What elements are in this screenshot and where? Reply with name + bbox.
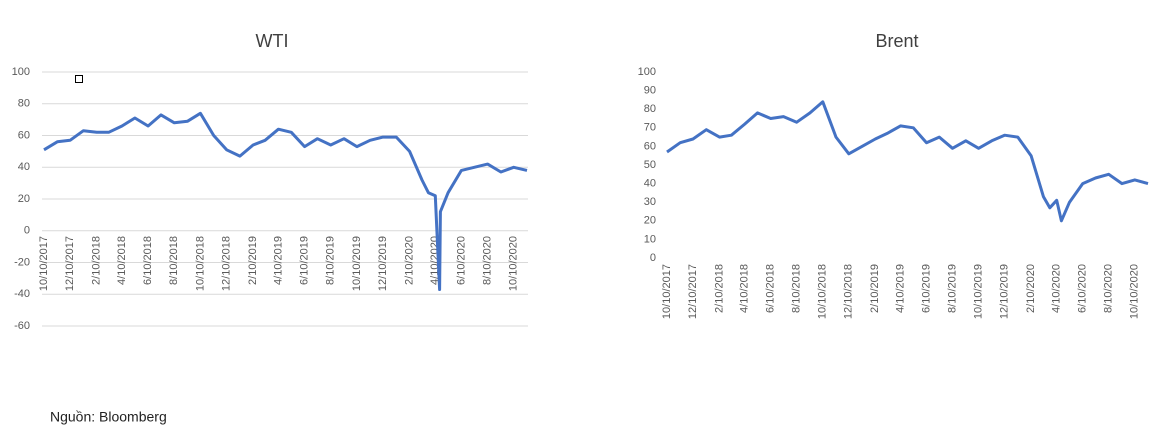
x-tick-label: 6/10/2019 [298, 236, 310, 285]
x-tick-label: 8/10/2020 [1103, 264, 1115, 313]
y-tick-label: 100 [12, 66, 30, 78]
y-tick-label: -60 [14, 320, 30, 332]
x-tick-label: 8/10/2018 [791, 264, 803, 313]
x-tick-label: 12/10/2017 [64, 236, 76, 291]
x-tick-label: 10/10/2018 [194, 236, 206, 291]
y-tick-label: 60 [644, 140, 656, 152]
x-tick-label: 4/10/2018 [739, 264, 751, 313]
x-tick-label: 2/10/2020 [403, 236, 415, 285]
y-tick-label: 10 [644, 233, 656, 245]
y-tick-label: 20 [644, 215, 656, 227]
source-note: Nguồn: Bloomberg [50, 409, 167, 425]
x-tick-label: 10/10/2020 [508, 236, 520, 291]
x-tick-label: 12/10/2017 [687, 264, 699, 319]
y-tick-label: 100 [638, 66, 656, 78]
x-tick-label: 8/10/2019 [325, 236, 337, 285]
x-tick-label: 12/10/2019 [999, 264, 1011, 319]
y-tick-label: 0 [650, 252, 656, 264]
x-tick-label: 10/10/2019 [972, 264, 984, 319]
x-tick-label: 6/10/2018 [765, 264, 777, 313]
x-tick-label: 2/10/2018 [91, 236, 103, 285]
y-tick-label: 40 [18, 161, 30, 173]
x-tick-label: 12/10/2018 [220, 236, 232, 291]
price-line [666, 100, 1149, 223]
x-tick-label: 10/10/2017 [661, 264, 673, 319]
y-tick-label: 80 [644, 103, 656, 115]
y-tick-label: 30 [644, 196, 656, 208]
x-tick-label: 2/10/2019 [869, 264, 881, 313]
x-tick-label: 8/10/2019 [946, 264, 958, 313]
y-tick-label: 40 [644, 178, 656, 190]
x-tick-label: 8/10/2020 [481, 236, 493, 285]
y-tick-label: 60 [18, 129, 30, 141]
x-tick-label: 4/10/2019 [894, 264, 906, 313]
x-tick-label: 4/10/2019 [272, 236, 284, 285]
x-tick-label: 12/10/2019 [377, 236, 389, 291]
chart-title: WTI [256, 31, 289, 51]
price-line [43, 111, 528, 291]
x-tick-label: 4/10/2020 [1051, 264, 1063, 313]
x-tick-label: 6/10/2020 [455, 236, 467, 285]
y-tick-label: -20 [14, 256, 30, 268]
x-tick-label: 2/10/2018 [713, 264, 725, 313]
x-tick-label: 10/10/2017 [38, 236, 50, 291]
x-tick-label: 6/10/2019 [920, 264, 932, 313]
x-tick-label: 6/10/2018 [142, 236, 154, 285]
chart-title: Brent [875, 31, 918, 51]
y-tick-label: 50 [644, 159, 656, 171]
y-tick-label: 20 [18, 193, 30, 205]
y-tick-label: 70 [644, 122, 656, 134]
y-tick-label: 80 [18, 98, 30, 110]
x-tick-label: 6/10/2020 [1077, 264, 1089, 313]
y-tick-label: 90 [644, 85, 656, 97]
y-tick-label: -40 [14, 288, 30, 300]
x-tick-label: 10/10/2020 [1129, 264, 1141, 319]
x-tick-label: 12/10/2018 [843, 264, 855, 319]
x-tick-label: 10/10/2018 [817, 264, 829, 319]
y-tick-label: 0 [24, 225, 30, 237]
handle-marker [75, 75, 83, 83]
x-tick-label: 8/10/2018 [168, 236, 180, 285]
x-tick-label: 2/10/2020 [1025, 264, 1037, 313]
x-tick-label: 10/10/2019 [351, 236, 363, 291]
x-tick-label: 2/10/2019 [247, 236, 259, 285]
x-tick-label: 4/10/2018 [116, 236, 128, 285]
